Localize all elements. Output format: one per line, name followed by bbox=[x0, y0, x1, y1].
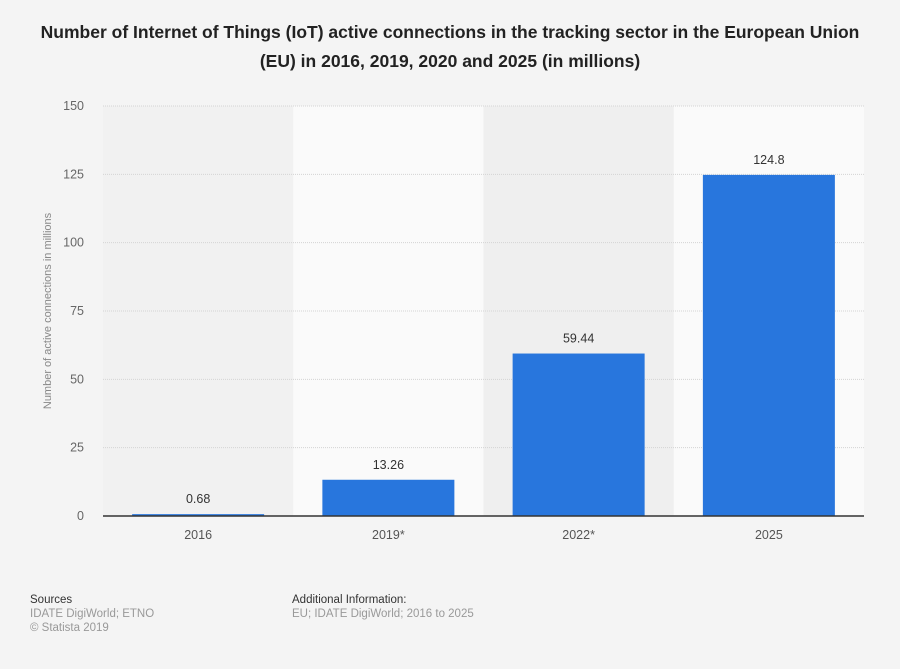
copyright: © Statista 2019 bbox=[30, 622, 109, 634]
sources-text: IDATE DigiWorld; ETNO bbox=[30, 608, 155, 620]
x-tick-label: 2019* bbox=[372, 528, 405, 542]
bar-chart: 0 25 50 75 100 125 150 Number of active connect… bbox=[42, 99, 864, 542]
y-tick-label: 25 bbox=[70, 441, 84, 455]
bar bbox=[702, 174, 835, 516]
y-tick-label: 50 bbox=[70, 372, 84, 386]
y-axis-label: Number of active connections in millions bbox=[42, 212, 54, 409]
sources-heading: Sources bbox=[30, 594, 73, 606]
bar bbox=[132, 514, 265, 516]
data-label: 0.68 bbox=[186, 492, 210, 506]
y-tick-label: 0 bbox=[77, 509, 84, 523]
y-tick-label: 125 bbox=[63, 167, 84, 181]
additional-info-heading: Additional Information: bbox=[292, 594, 407, 606]
data-label: 59.44 bbox=[563, 332, 594, 346]
y-tick-label: 75 bbox=[70, 304, 84, 318]
x-tick-label: 2016 bbox=[184, 528, 212, 542]
chart-title: Number of Internet of Things (IoT) activ… bbox=[40, 22, 860, 71]
additional-info-block: Additional Information: EU; IDATE DigiWo… bbox=[292, 593, 474, 621]
bar bbox=[322, 479, 455, 516]
additional-info-text: EU; IDATE DigiWorld; 2016 to 2025 bbox=[292, 608, 474, 620]
y-tick-label: 150 bbox=[63, 99, 84, 113]
bar bbox=[512, 353, 645, 516]
x-tick-label: 2022* bbox=[562, 528, 595, 542]
data-label: 124.8 bbox=[753, 153, 784, 167]
data-label: 13.26 bbox=[373, 458, 404, 472]
sources-block: Sources IDATE DigiWorld; ETNO © Statista… bbox=[30, 593, 154, 635]
y-tick-label: 100 bbox=[63, 236, 84, 250]
x-tick-label: 2025 bbox=[755, 528, 783, 542]
